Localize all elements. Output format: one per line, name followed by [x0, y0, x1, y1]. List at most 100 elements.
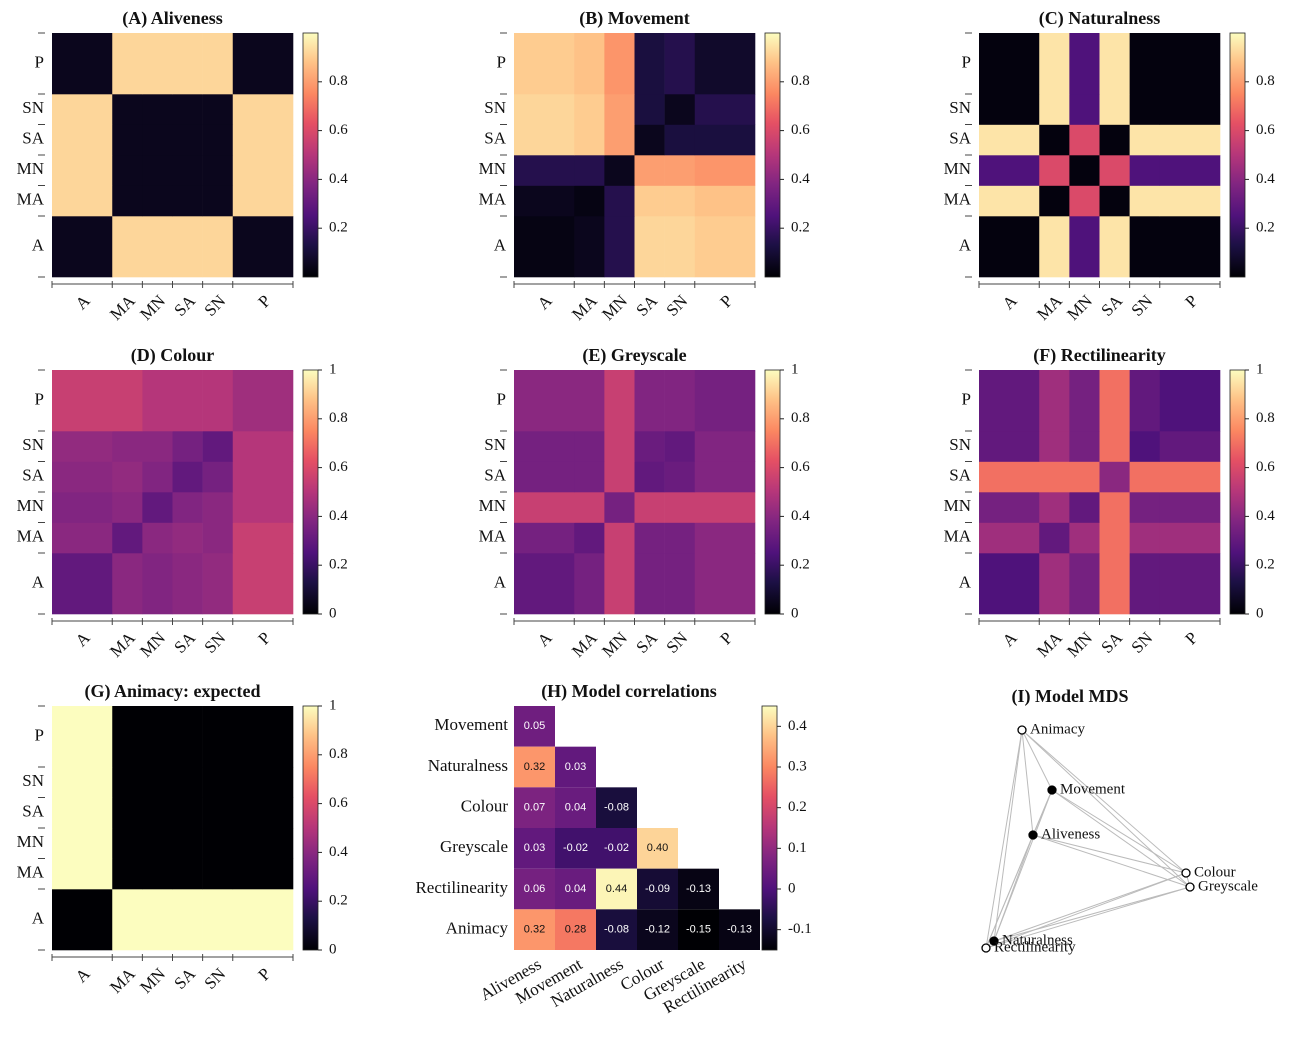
heatmap-cell: [202, 370, 234, 432]
colorbar-tick-label: 0.6: [329, 795, 348, 811]
correlation-cell: [514, 868, 555, 910]
heatmap-cell: [52, 828, 113, 859]
colorbar-tick-label: 0.8: [329, 73, 348, 89]
correlation-cell: [555, 868, 596, 910]
row-label: Rectilinearity: [415, 878, 508, 897]
x-tick-label: SN: [662, 291, 691, 320]
heatmap-cell: [172, 155, 203, 186]
heatmap-cell: [1159, 370, 1221, 432]
y-tick-label: MA: [17, 190, 45, 209]
cell-label: -0.08: [604, 802, 629, 814]
correlation-cell: [596, 909, 637, 950]
colorbar: [1229, 369, 1246, 615]
y-tick-label: P: [35, 52, 44, 71]
x-tick-label: MN: [136, 628, 169, 661]
correlation-cell: [637, 909, 678, 950]
heatmap-cell: [232, 461, 294, 493]
heatmap-cell: [1069, 124, 1100, 156]
point-label: Naturalness: [1002, 932, 1073, 948]
point-label: Movement: [1060, 781, 1126, 797]
heatmap-cell: [1099, 492, 1130, 523]
point-label: Rectilinearity: [994, 939, 1076, 955]
heatmap-cell: [1129, 155, 1161, 186]
heatmap-cell: [1069, 522, 1100, 554]
heatmap-cell: [172, 553, 203, 615]
x-tick-label: SN: [200, 628, 229, 657]
heatmap-cell: [514, 33, 575, 95]
heatmap-cell: [664, 553, 696, 615]
heatmap-cell: [1039, 553, 1070, 615]
heatmap-cell: [664, 124, 696, 156]
heatmap-cell: [52, 124, 113, 156]
heatmap-cell: [172, 461, 203, 493]
connector: [985, 886, 1191, 949]
colorbar: [764, 32, 781, 278]
x-tick-label: MN: [1063, 291, 1096, 324]
heatmap-cell: [1129, 216, 1161, 278]
correlation-cell: [637, 828, 678, 869]
y-tick-label: MN: [479, 496, 506, 515]
y-tick-label: P: [35, 389, 44, 408]
cell-label: 0.03: [565, 761, 586, 773]
heatmap-cell: [604, 461, 635, 493]
heatmap-cell: [142, 522, 173, 554]
connector: [985, 834, 1034, 949]
x-tick-label: SN: [1127, 291, 1156, 320]
heatmap-cell: [694, 185, 756, 217]
colorbar-tick-label: 0.2: [329, 557, 348, 573]
heatmap-cell: [514, 94, 575, 125]
y-tick-label: SA: [949, 466, 971, 485]
heatmap-cell: [604, 124, 635, 156]
heatmap-cell: [52, 461, 113, 493]
y-tick-label: A: [32, 235, 45, 254]
heatmap-cell: [574, 522, 605, 554]
x-tick-label: MA: [568, 291, 601, 324]
heatmap-cell: [202, 185, 234, 217]
heatmap-cell: [112, 155, 143, 186]
heatmap-cell: [1159, 522, 1221, 554]
heatmap-cell: [52, 94, 113, 125]
heatmap-cell: [52, 185, 113, 217]
colorbar-tick-label: -0.1: [788, 921, 812, 937]
heatmap-cell: [172, 185, 203, 217]
heatmap-cell: [1099, 33, 1130, 95]
heatmap-cell: [1159, 94, 1221, 125]
heatmap-cell: [514, 553, 575, 615]
heatmap-cell: [604, 155, 635, 186]
heatmap-cell: [979, 522, 1040, 554]
heatmap-cell: [574, 33, 605, 95]
connector: [1051, 789, 1187, 874]
heatmap-cell: [574, 155, 605, 186]
cell-label: -0.13: [686, 883, 711, 895]
x-tick-label: SN: [200, 291, 229, 320]
heatmap-cell: [232, 828, 294, 859]
point-label: Greyscale: [1198, 878, 1258, 894]
heatmap-cell: [604, 492, 635, 523]
x-tick-label: P: [254, 628, 274, 648]
y-tick-label: MA: [944, 527, 972, 546]
correlation-cell: [637, 868, 678, 910]
heatmap-cell: [634, 492, 665, 523]
colorbar-tick-label: 0.4: [1256, 508, 1275, 524]
heatmap-cell: [142, 370, 173, 432]
heatmap-cell: [1159, 461, 1221, 493]
heatmap-cell: [112, 370, 143, 432]
y-tick-label: MA: [479, 527, 507, 546]
heatmap-cell: [979, 553, 1040, 615]
heatmap-cell: [142, 185, 173, 217]
colorbar: [764, 369, 781, 615]
colorbar: [761, 705, 778, 951]
heatmap-cell: [232, 431, 294, 462]
heatmap-cell: [202, 461, 234, 493]
heatmap-cell: [232, 94, 294, 125]
heatmap-cell: [1039, 492, 1070, 523]
heatmap-cell: [694, 553, 756, 615]
x-tick-label: A: [72, 291, 95, 314]
colorbar-tick-label: 0: [329, 605, 337, 621]
colorbar-tick-label: 0: [329, 941, 337, 957]
heatmap-cell: [1099, 124, 1130, 156]
colorbar-tick-label: 0.4: [791, 171, 810, 187]
point-label: Animacy: [1030, 721, 1085, 737]
heatmap-cell: [1099, 155, 1130, 186]
connector: [985, 872, 1187, 949]
